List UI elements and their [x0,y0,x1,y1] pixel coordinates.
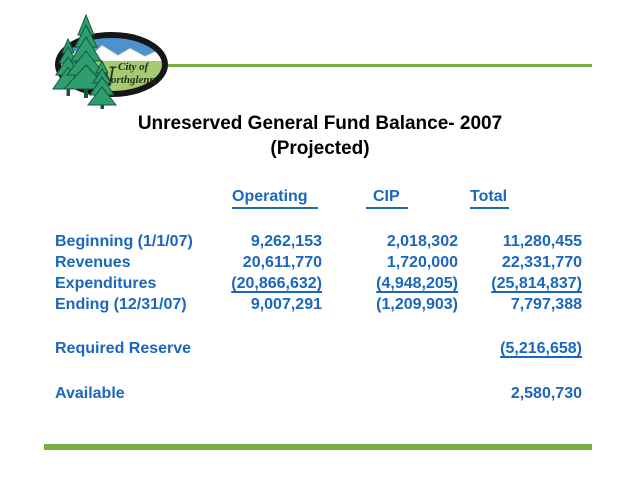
total-value: 11,280,455 [502,233,582,250]
row-label: Revenues [55,254,131,271]
total-value: 2,580,730 [510,385,582,402]
operating-value: 20,611,770 [242,254,322,271]
header-accent-rule [168,64,592,67]
cip-value: 2,018,302 [386,233,458,250]
column-header-cip: CIP [366,188,408,209]
table-header-row: Operating CIP Total [55,188,582,231]
column-header-operating: Operating [232,188,318,209]
table-row-expenditures: Expenditures (20,866,632) (4,948,205) (2… [55,273,582,294]
cip-value: (1,209,903) [376,296,458,313]
fund-balance-table: Operating CIP Total Beginning (1/1/07) 9… [55,188,582,404]
cip-value [322,383,458,404]
cip-value: (4,948,205) [376,275,458,292]
cip-value: 1,720,000 [386,254,458,271]
city-of-northglenn-logo: N City of orthglenn [52,13,168,109]
operating-value: 9,262,153 [250,233,322,250]
cip-value [322,338,458,359]
slide-title-line1: Unreserved General Fund Balance- 2007 [137,113,503,134]
pine-trees-icon [52,13,118,109]
total-value: 22,331,770 [501,254,582,271]
table-row-required-reserve: Required Reserve (5,216,658) [55,338,582,359]
row-label: Ending (12/31/07) [55,296,187,313]
table-row-revenues: Revenues 20,611,770 1,720,000 22,331,770 [55,252,582,273]
row-label: Required Reserve [55,340,192,357]
operating-value [220,383,322,404]
slide-title: Unreserved General Fund Balance- 2007 (P… [0,111,640,161]
logo-text-city-of: City of [118,61,150,73]
logo-text-orthglenn: orthglenn [111,74,156,86]
column-header-total: Total [470,188,510,209]
row-label: Beginning (1/1/07) [55,233,193,250]
table-row-beginning: Beginning (1/1/07) 9,262,153 2,018,302 1… [55,231,582,252]
operating-value [220,338,322,359]
row-label: Expenditures [55,275,157,292]
total-value: 7,797,388 [510,296,582,313]
table-row-available: Available 2,580,730 [55,383,582,404]
total-value: (25,814,837) [491,275,582,292]
operating-value: (20,866,632) [231,275,322,292]
slide-title-line2: (Projected) [270,138,370,159]
table-row-ending: Ending (12/31/07) 9,007,291 (1,209,903) … [55,294,582,315]
operating-value: 9,007,291 [250,296,322,313]
footer-accent-rule [44,444,592,450]
total-value: (5,216,658) [500,340,582,357]
row-label: Available [55,385,125,402]
